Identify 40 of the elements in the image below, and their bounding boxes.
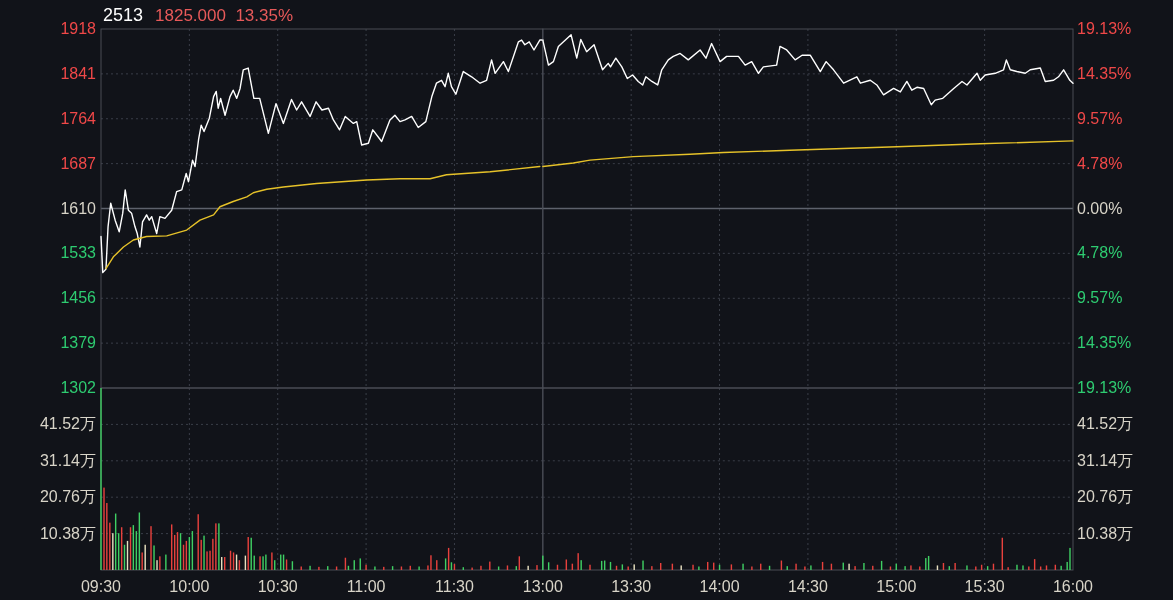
y-tick-label: 20.76万 (39, 488, 96, 506)
y2-tick-label: 0.00% (1077, 199, 1123, 217)
x-tick-label: 11:00 (346, 578, 386, 595)
x-tick-label: 10:00 (169, 578, 210, 595)
x-tick-label: 10:30 (257, 578, 298, 595)
y2-tick-label: 9.57% (1077, 289, 1123, 307)
y-tick-label: 1610 (60, 199, 97, 217)
y2-tick-label: 4.78% (1077, 244, 1123, 262)
y2-tick-label: 14.35% (1077, 334, 1132, 352)
x-tick-label: 16:00 (1052, 578, 1094, 595)
chart-title: 2513 (103, 5, 144, 25)
x-tick-label: 13:00 (522, 578, 563, 595)
x-tick-label: 14:00 (699, 578, 740, 595)
x-tick-label: 15:00 (876, 578, 917, 595)
y-tick-label: 1379 (60, 334, 97, 352)
y2-tick-label: 4.78% (1077, 154, 1123, 172)
chart-subtitle: 1825.000 13.35% (155, 6, 294, 25)
y-tick-label: 1456 (60, 289, 97, 307)
y-tick-label: 1687 (60, 154, 97, 172)
x-tick-label: 15:30 (964, 578, 1005, 595)
y2-tick-label: 41.52万 (1077, 415, 1134, 433)
y-tick-label: 41.52万 (39, 415, 96, 433)
y-tick-label: 1918 (60, 20, 97, 37)
y2-tick-label: 31.14万 (1077, 451, 1134, 469)
y-tick-label: 31.14万 (39, 451, 96, 469)
y-tick-label: 10.38万 (39, 524, 96, 542)
y2-tick-label: 19.13% (1077, 20, 1132, 37)
y2-tick-label: 19.13% (1077, 379, 1132, 396)
y2-tick-label: 10.38万 (1077, 524, 1134, 542)
y2-tick-label: 9.57% (1077, 109, 1123, 127)
x-tick-label: 11:30 (435, 578, 474, 595)
y-tick-label: 1302 (60, 379, 97, 396)
y-tick-label: 1764 (60, 109, 97, 127)
y2-tick-label: 20.76万 (1077, 488, 1134, 506)
y-tick-label: 1533 (60, 244, 97, 262)
y-tick-label: 1841 (60, 64, 97, 82)
y2-tick-label: 14.35% (1077, 64, 1132, 82)
x-tick-label: 14:30 (787, 578, 829, 595)
x-tick-label: 09:30 (80, 578, 122, 595)
x-tick-label: 13:30 (611, 578, 652, 595)
